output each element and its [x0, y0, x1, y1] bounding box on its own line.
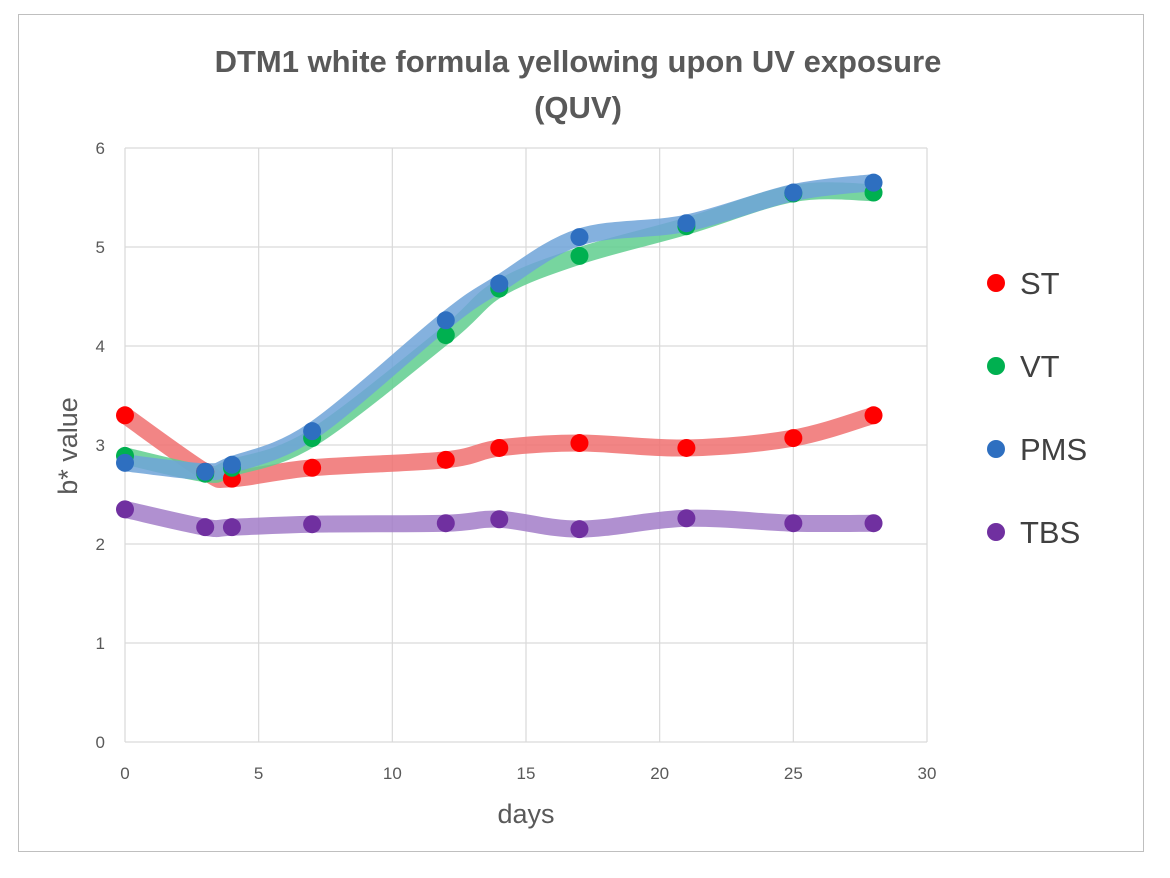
trendline-pms [124, 174, 875, 481]
point-pms [490, 274, 509, 293]
tick-labels: 0 5 10 15 20 25 30 0 1 2 3 4 5 6 [96, 139, 937, 783]
point-pms [784, 183, 803, 202]
point-st [490, 438, 509, 457]
x-tick-label: 10 [383, 764, 402, 783]
legend-label-tbs: TBS [1020, 515, 1080, 550]
point-st [864, 406, 883, 425]
y-tick-label: 5 [96, 238, 105, 257]
legend-label-st: ST [1020, 266, 1060, 301]
trendline-tbs [123, 501, 874, 538]
point-tbs [784, 514, 803, 533]
point-vt [436, 326, 455, 345]
data-points [116, 173, 883, 539]
point-tbs [222, 518, 241, 537]
trendline-vt [123, 182, 874, 483]
point-st [677, 438, 696, 457]
gridlines [124, 147, 928, 743]
point-st [116, 406, 134, 425]
point-pms [222, 455, 241, 474]
point-st [570, 434, 589, 453]
point-pms [116, 453, 134, 472]
y-tick-label: 2 [96, 535, 105, 554]
legend-marker-tbs [987, 523, 1005, 541]
legend-marker-st [987, 274, 1005, 292]
y-tick-label: 4 [96, 337, 105, 356]
point-tbs [570, 520, 589, 539]
legend-label-vt: VT [1020, 349, 1060, 384]
x-tick-label: 20 [650, 764, 669, 783]
x-axis-title: days [497, 799, 554, 829]
legend-label-pms: PMS [1020, 432, 1087, 467]
y-tick-label: 0 [96, 733, 105, 752]
point-pms [677, 214, 696, 233]
point-pms [436, 311, 455, 330]
point-tbs [677, 509, 696, 528]
point-tbs [436, 514, 455, 533]
legend-marker-pms [987, 440, 1005, 458]
point-tbs [303, 515, 322, 534]
x-tick-label: 25 [784, 764, 803, 783]
point-st [303, 458, 322, 477]
chart-title-line-2: (QUV) [534, 90, 622, 125]
point-pms [570, 228, 589, 247]
point-tbs [116, 500, 134, 519]
legend-marker-vt [987, 357, 1005, 375]
chart-frame [18, 14, 1144, 852]
chart-title-line-1: DTM1 white formula yellowing upon UV exp… [215, 44, 942, 79]
legend: ST VT PMS TBS [987, 266, 1087, 550]
y-tick-label: 1 [96, 634, 105, 653]
x-tick-label: 0 [120, 764, 129, 783]
point-st [436, 450, 455, 469]
y-tick-label: 3 [96, 436, 105, 455]
point-pms [303, 422, 322, 441]
x-tick-label: 15 [517, 764, 536, 783]
point-tbs [864, 514, 883, 533]
point-vt [570, 246, 589, 265]
y-axis-title: b* value [53, 397, 83, 495]
x-tick-label: 30 [918, 764, 937, 783]
point-st [784, 429, 803, 448]
point-pms [196, 462, 215, 481]
y-tick-label: 6 [96, 139, 105, 158]
point-pms [864, 173, 883, 192]
point-tbs [490, 510, 509, 529]
point-tbs [196, 518, 215, 537]
x-tick-label: 5 [254, 764, 263, 783]
